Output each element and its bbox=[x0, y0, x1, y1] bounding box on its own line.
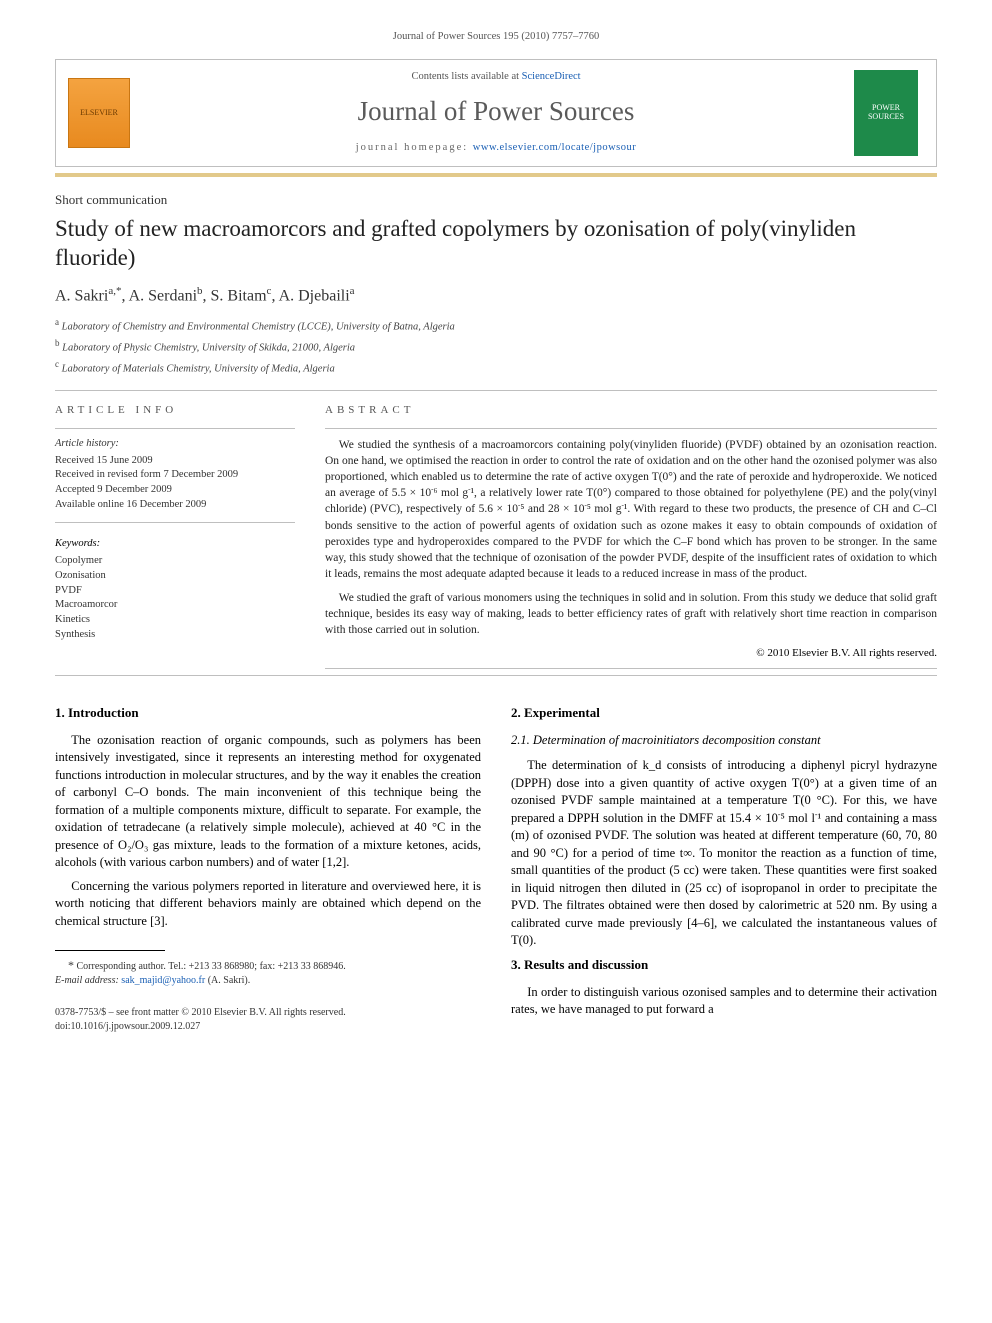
gold-rule bbox=[55, 173, 937, 177]
article-type: Short communication bbox=[55, 191, 937, 209]
affil-mark: a bbox=[55, 317, 59, 327]
abstract-copyright: © 2010 Elsevier B.V. All rights reserved… bbox=[325, 646, 937, 661]
footer-copyright: 0378-7753/$ – see front matter © 2010 El… bbox=[55, 1006, 481, 1020]
corresponding-email-link[interactable]: sak_majid@yahoo.fr bbox=[121, 975, 205, 986]
body-text: 1. Introduction The ozonisation reaction… bbox=[55, 698, 937, 1035]
keyword: Copolymer bbox=[55, 554, 295, 569]
keyword: Synthesis bbox=[55, 628, 295, 643]
para-text: The determination of k_d consists of int… bbox=[511, 758, 937, 947]
history-line: Received 15 June 2009 bbox=[55, 454, 295, 469]
affiliation: b Laboratory of Physic Chemistry, Univer… bbox=[55, 337, 937, 356]
contents-prefix: Contents lists available at bbox=[411, 71, 521, 82]
section-heading-introduction: 1. Introduction bbox=[55, 704, 481, 722]
history-line: Received in revised form 7 December 2009 bbox=[55, 468, 295, 483]
author-mark: a,* bbox=[108, 285, 121, 297]
para-text: Concerning the various polymers reported… bbox=[55, 879, 481, 928]
divider bbox=[55, 675, 937, 676]
subsection-heading: 2.1. Determination of macroinitiators de… bbox=[511, 732, 937, 750]
author-list: A. Sakria,*, A. Serdanib, S. Bitamc, A. … bbox=[55, 284, 937, 308]
para-text: In order to distinguish various ozonised… bbox=[511, 985, 937, 1017]
divider bbox=[325, 428, 937, 429]
article-title: Study of new macroamorcors and grafted c… bbox=[55, 215, 937, 273]
abstract-paragraph: We studied the graft of various monomers… bbox=[325, 590, 937, 638]
homepage-line: journal homepage: www.elsevier.com/locat… bbox=[148, 141, 844, 156]
affiliation: a Laboratory of Chemistry and Environmen… bbox=[55, 316, 937, 335]
footnote-rule bbox=[55, 950, 165, 951]
affiliation: c Laboratory of Materials Chemistry, Uni… bbox=[55, 358, 937, 377]
keyword: Ozonisation bbox=[55, 569, 295, 584]
abstract-paragraph: We studied the synthesis of a macroamorc… bbox=[325, 437, 937, 582]
journal-header: ELSEVIER Contents lists available at Sci… bbox=[55, 59, 937, 167]
affil-text: Laboratory of Chemistry and Environmenta… bbox=[62, 322, 455, 333]
author: A. Djebaili bbox=[279, 288, 350, 305]
footnote-corr: Corresponding author. Tel.: +213 33 8689… bbox=[77, 961, 346, 972]
cover-text: POWER SOURCES bbox=[858, 104, 914, 122]
section-heading-results: 3. Results and discussion bbox=[511, 956, 937, 974]
para-text: The ozonisation reaction of organic comp… bbox=[55, 733, 481, 870]
article-info-column: ARTICLE INFO Article history: Received 1… bbox=[55, 403, 295, 669]
history-heading: Article history: bbox=[55, 437, 295, 452]
keyword: Kinetics bbox=[55, 613, 295, 628]
elsevier-logo-text: ELSEVIER bbox=[80, 107, 118, 118]
author: S. Bitam bbox=[211, 288, 267, 305]
keywords-heading: Keywords: bbox=[55, 537, 295, 552]
author: A. Sakri bbox=[55, 288, 108, 305]
author-mark: b bbox=[197, 285, 203, 297]
journal-cover-thumbnail: POWER SOURCES bbox=[854, 70, 918, 156]
journal-title: Journal of Power Sources bbox=[148, 93, 844, 131]
body-paragraph: The ozonisation reaction of organic comp… bbox=[55, 732, 481, 872]
affil-text: Laboratory of Materials Chemistry, Unive… bbox=[62, 364, 335, 375]
footer-doi: doi:10.1016/j.jpowsour.2009.12.027 bbox=[55, 1020, 481, 1034]
asterisk-icon: * bbox=[68, 958, 74, 972]
body-paragraph: The determination of k_d consists of int… bbox=[511, 757, 937, 950]
contents-line: Contents lists available at ScienceDirec… bbox=[148, 70, 844, 85]
history-line: Available online 16 December 2009 bbox=[55, 498, 295, 513]
footer-block: 0378-7753/$ – see front matter © 2010 El… bbox=[55, 1006, 481, 1034]
body-paragraph: Concerning the various polymers reported… bbox=[55, 878, 481, 931]
homepage-link[interactable]: www.elsevier.com/locate/jpowsour bbox=[473, 142, 636, 153]
homepage-prefix: journal homepage: bbox=[356, 142, 473, 153]
affil-text: Laboratory of Physic Chemistry, Universi… bbox=[62, 343, 355, 354]
email-label: E-mail address: bbox=[55, 975, 121, 986]
divider bbox=[55, 390, 937, 391]
abstract-column: ABSTRACT We studied the synthesis of a m… bbox=[325, 403, 937, 669]
running-head: Journal of Power Sources 195 (2010) 7757… bbox=[55, 30, 937, 45]
sciencedirect-link[interactable]: ScienceDirect bbox=[522, 71, 581, 82]
author-mark: c bbox=[267, 285, 272, 297]
keyword: PVDF bbox=[55, 584, 295, 599]
author-mark: a bbox=[350, 285, 355, 297]
body-paragraph: In order to distinguish various ozonised… bbox=[511, 984, 937, 1019]
divider bbox=[55, 522, 295, 523]
affil-mark: c bbox=[55, 359, 59, 369]
divider bbox=[325, 668, 937, 669]
keyword: Macroamorcor bbox=[55, 598, 295, 613]
article-info-heading: ARTICLE INFO bbox=[55, 403, 295, 418]
author: A. Serdani bbox=[129, 288, 197, 305]
history-line: Accepted 9 December 2009 bbox=[55, 483, 295, 498]
corresponding-author-footnote: * Corresponding author. Tel.: +213 33 86… bbox=[55, 957, 481, 988]
affil-mark: b bbox=[55, 338, 60, 348]
abstract-heading: ABSTRACT bbox=[325, 403, 937, 418]
elsevier-logo: ELSEVIER bbox=[68, 78, 130, 148]
divider bbox=[55, 428, 295, 429]
email-tail: (A. Sakri). bbox=[205, 975, 250, 986]
section-heading-experimental: 2. Experimental bbox=[511, 704, 937, 722]
